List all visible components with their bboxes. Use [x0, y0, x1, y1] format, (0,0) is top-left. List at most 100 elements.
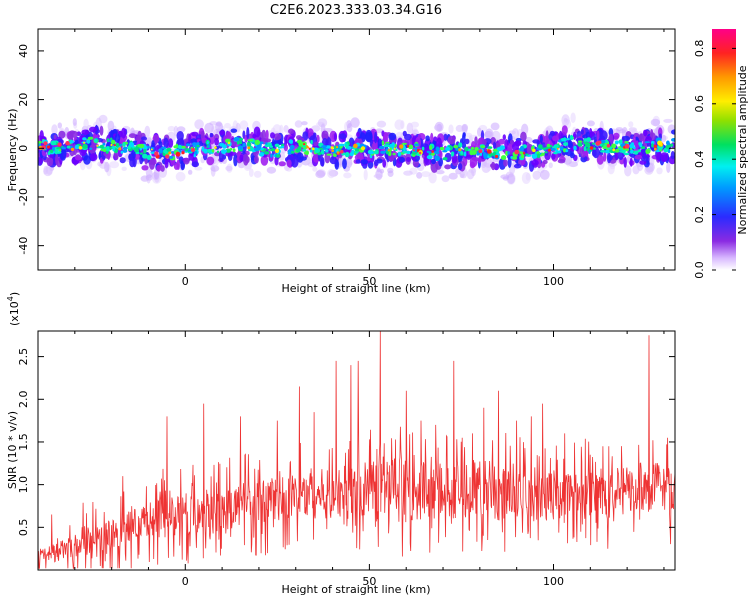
- heatmap-core-blob: [666, 140, 670, 146]
- heatmap-band-blob: [398, 156, 406, 163]
- colorbar-gradient: [712, 29, 736, 270]
- heatmap-halo-blob: [428, 171, 437, 184]
- heatmap-halo-blob: [464, 132, 473, 138]
- heatmap-hot-spot: [191, 148, 195, 152]
- heatmap-halo-blob: [403, 170, 413, 176]
- heatmap-band-blob: [474, 136, 478, 145]
- heatmap-band-blob: [334, 132, 337, 142]
- heatmap-core-blob: [74, 144, 80, 150]
- heatmap-core-blob: [94, 138, 98, 143]
- heatmap-band-blob: [634, 140, 640, 150]
- heatmap-band-blob: [365, 132, 373, 143]
- heatmap-band-blob: [430, 160, 439, 173]
- heatmap-hot-spot: [393, 147, 396, 150]
- heatmap-halo-blob: [301, 121, 308, 126]
- heatmap-hot-spot: [412, 149, 416, 152]
- heatmap-core-blob: [196, 144, 200, 148]
- heatmap-hot-spot: [247, 146, 251, 150]
- heatmap-halo-blob: [109, 161, 120, 169]
- heatmap-core-blob: [185, 143, 191, 147]
- heatmap-core-blob: [368, 150, 375, 155]
- heatmap-hot-spot: [274, 148, 280, 153]
- heatmap-band-blob: [288, 128, 295, 135]
- heatmap-halo-blob: [532, 170, 541, 180]
- heatmap-core-blob: [170, 151, 174, 154]
- heatmap-core-blob: [112, 147, 115, 152]
- heatmap-core-blob: [263, 151, 270, 155]
- heatmap-hot-spot: [113, 144, 116, 147]
- heatmap-core-blob: [546, 143, 551, 148]
- heatmap-band-blob: [154, 135, 158, 145]
- heatmap-core-blob: [134, 148, 138, 153]
- heatmap-core-blob: [482, 151, 487, 157]
- heatmap-band-blob: [158, 141, 163, 148]
- heatmap-band-blob: [265, 129, 269, 140]
- heatmap-core-blob: [413, 143, 419, 147]
- heatmap-band-blob: [462, 132, 466, 144]
- heatmap-core-blob: [354, 148, 360, 152]
- heatmap-band-blob: [129, 157, 136, 168]
- heatmap-core-blob: [577, 140, 583, 143]
- heatmap-core-blob: [270, 148, 275, 152]
- heatmap-core-blob: [247, 139, 254, 142]
- heatmap-core-blob: [426, 155, 433, 160]
- heatmap-band-blob: [425, 135, 430, 142]
- snr-xlabel: Height of straight line (km): [281, 583, 430, 596]
- colorbar-tick-label: 0.8: [693, 40, 706, 58]
- heatmap-halo-blob: [400, 120, 405, 130]
- heatmap-core-blob: [119, 143, 123, 147]
- heatmap-core-blob: [55, 151, 62, 154]
- heatmap-band-blob: [557, 159, 566, 164]
- heatmap-band-blob: [513, 163, 522, 169]
- heatmap-core-blob: [618, 150, 625, 153]
- heatmap-hot-spot: [336, 146, 339, 149]
- heatmap-band-blob: [431, 158, 436, 165]
- heatmap-ytick-label: -40: [17, 237, 30, 255]
- heatmap-core-blob: [207, 144, 211, 148]
- heatmap-hot-spot: [478, 149, 483, 154]
- heatmap-core-blob: [614, 148, 620, 153]
- heatmap-core-blob: [68, 140, 75, 144]
- heatmap-core-blob: [379, 145, 385, 150]
- heatmap-hot-spot: [175, 151, 181, 157]
- heatmap-halo-blob: [663, 118, 673, 123]
- heatmap-band-blob: [606, 152, 612, 164]
- heatmap-core-blob: [313, 147, 319, 151]
- heatmap-band-blob: [156, 164, 162, 172]
- heatmap-ytick-label: -20: [17, 188, 30, 206]
- heatmap-core-blob: [52, 146, 56, 151]
- heatmap-core-blob: [142, 153, 148, 159]
- snr-series-line: [37, 330, 676, 569]
- heatmap-halo-blob: [210, 165, 220, 172]
- heatmap-halo-blob: [51, 124, 58, 135]
- heatmap-hot-spot: [306, 146, 310, 149]
- heatmap-halo-blob: [225, 165, 233, 172]
- heatmap-core-blob: [588, 149, 591, 155]
- heatmap-halo-blob: [455, 124, 464, 133]
- heatmap-core-blob: [458, 153, 465, 156]
- heatmap-halo-blob: [477, 127, 482, 137]
- heatmap-hot-spot: [311, 147, 315, 151]
- heatmap-band-blob: [520, 131, 527, 142]
- heatmap-core-blob: [630, 149, 634, 154]
- heatmap-halo-blob: [511, 128, 519, 141]
- snr-scale-label: (x104): [6, 292, 21, 326]
- heatmap-band-blob: [402, 130, 407, 137]
- heatmap-core-blob: [242, 143, 246, 147]
- heatmap-core-blob: [426, 150, 430, 153]
- heatmap-core-blob: [58, 148, 62, 152]
- heatmap-band-blob: [233, 154, 238, 167]
- heatmap-band-blob: [549, 130, 556, 136]
- heatmap-core-blob: [474, 146, 479, 152]
- heatmap-core-blob: [303, 151, 309, 155]
- heatmap-core-blob: [563, 148, 567, 153]
- heatmap-halo-blob: [375, 128, 384, 134]
- heatmap-halo-blob: [272, 124, 282, 135]
- heatmap-core-blob: [326, 153, 332, 156]
- heatmap-band-blob: [209, 132, 214, 138]
- heatmap-band-blob: [481, 139, 487, 146]
- heatmap-core-blob: [146, 155, 152, 160]
- heatmap-band-blob: [447, 135, 456, 145]
- heatmap-core-blob: [651, 143, 654, 148]
- heatmap-band-blob: [613, 132, 620, 140]
